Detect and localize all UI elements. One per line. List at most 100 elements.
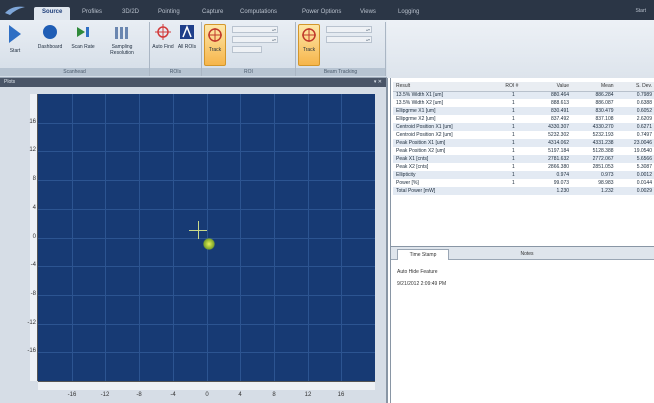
value-cell: 888.613 bbox=[527, 99, 573, 107]
track-label-beam: Track bbox=[302, 47, 316, 53]
target-icon bbox=[208, 28, 222, 42]
gridline-horizontal bbox=[38, 123, 375, 124]
table-row[interactable]: Centroid Position X2 [um] 1 5232.302 5232.1… bbox=[393, 131, 654, 139]
mean-cell: 1.232 bbox=[572, 187, 617, 195]
dashboard-button[interactable]: Dashboard bbox=[32, 24, 68, 50]
table-row[interactable]: Peak Position X1 [um] 1 4314.062 4331.238 23… bbox=[393, 139, 654, 147]
mean-cell: 886.284 bbox=[572, 91, 617, 99]
table-row[interactable]: Ellipgrme X2 [um] 1 837.492 837.108 2.6209 bbox=[393, 115, 654, 123]
ribbon: Start Dashboard Scan Rate Sampling Resol… bbox=[0, 20, 654, 78]
start-button[interactable]: Start bbox=[2, 24, 28, 54]
ribbon-group-beam-tracking: Track ▴▾ ▴▾ Beam Tracking bbox=[296, 22, 386, 76]
y-tick-label: -4 bbox=[30, 262, 36, 268]
roi-cell bbox=[499, 187, 528, 195]
beam-profile-plot[interactable] bbox=[38, 94, 375, 381]
table-row[interactable]: 13.5% Width X2 [um] 1 888.613 886.087 0.6388 bbox=[393, 99, 654, 107]
auto-find-button[interactable]: Auto Find bbox=[152, 24, 174, 50]
y-tick-label: 8 bbox=[32, 176, 36, 182]
result-name-cell: Ellipticity bbox=[393, 171, 500, 179]
play-icon bbox=[9, 25, 21, 43]
roi-spinner-3[interactable] bbox=[232, 46, 262, 53]
value-cell: 0.974 bbox=[527, 171, 573, 179]
result-name-cell: Ellipgrme X1 [um] bbox=[393, 107, 500, 115]
table-row[interactable]: 13.5% Width X1 [um] 1 880.464 886.284 0.7989 bbox=[393, 91, 654, 99]
col-mean[interactable]: Mean bbox=[572, 82, 617, 92]
dashboard-icon bbox=[43, 25, 57, 39]
roi-spinner-1[interactable]: ▴▾ bbox=[232, 26, 278, 33]
sdev-cell: 5.3087 bbox=[616, 163, 654, 171]
tab-source[interactable]: Source bbox=[34, 7, 71, 20]
table-row[interactable]: Ellipticity 1 0.974 0.973 0.0012 bbox=[393, 171, 654, 179]
table-row[interactable]: Power [%] 1 99.073 98.983 0.0144 bbox=[393, 179, 654, 187]
roi-cell: 1 bbox=[499, 91, 528, 99]
sdev-cell: 23.0046 bbox=[616, 139, 654, 147]
col-result[interactable]: Result bbox=[393, 82, 500, 92]
y-tick-label: 12 bbox=[29, 147, 36, 153]
tab-time-stamp[interactable]: Time Stamp bbox=[397, 249, 449, 260]
x-tick-label: 8 bbox=[272, 392, 276, 398]
tab-pointing[interactable]: Pointing bbox=[158, 9, 180, 15]
value-cell: 830.491 bbox=[527, 107, 573, 115]
scan-rate-button[interactable]: Scan Rate bbox=[70, 24, 96, 50]
x-tick-label: 4 bbox=[238, 392, 242, 398]
all-rois-button[interactable]: All ROIs bbox=[176, 24, 198, 50]
x-tick-label: 16 bbox=[337, 392, 345, 398]
roi-cell: 1 bbox=[499, 163, 528, 171]
x-tick-label: 12 bbox=[304, 392, 312, 398]
col-value[interactable]: Value bbox=[527, 82, 573, 92]
ribbon-group-rois: Auto Find All ROIs ROIs bbox=[150, 22, 202, 76]
table-row[interactable]: Peak X2 [cnts] 1 2866.380 2851.053 5.3087 bbox=[393, 163, 654, 171]
table-row[interactable]: Ellipgrme X1 [um] 1 830.491 830.479 0.6052 bbox=[393, 107, 654, 115]
table-row[interactable]: Peak X1 [cnts] 1 2781.632 2772.067 5.6566 bbox=[393, 155, 654, 163]
dashboard-button-label: Dashboard bbox=[37, 44, 63, 50]
beam-spinner-2[interactable]: ▴▾ bbox=[326, 36, 372, 43]
tab-profiles[interactable]: Profiles bbox=[82, 9, 103, 15]
tab-computations[interactable]: Computations bbox=[240, 9, 278, 15]
sampling-resolution-button[interactable]: Sampling Resolution bbox=[100, 24, 144, 56]
result-name-cell: Power [%] bbox=[393, 179, 500, 187]
gridline-vertical bbox=[173, 94, 174, 381]
result-name-cell: Peak Position X1 [um] bbox=[393, 139, 500, 147]
sdev-cell: 0.7497 bbox=[616, 131, 654, 139]
track-button-beam[interactable]: Track bbox=[298, 24, 320, 66]
col-sdev[interactable]: S. Dev. bbox=[616, 82, 654, 92]
tab-power-options[interactable]: Power Options bbox=[302, 9, 342, 15]
ribbon-group-scanhead: Start Dashboard Scan Rate Sampling Resol… bbox=[0, 22, 150, 76]
tab-notes[interactable]: Notes bbox=[520, 251, 534, 257]
track-button-roi[interactable]: Track bbox=[204, 24, 226, 66]
panel-close-icon[interactable]: ▾ ✕ bbox=[373, 79, 382, 85]
spinner-arrows-icon: ▴▾ bbox=[365, 37, 370, 42]
mean-cell: 2772.067 bbox=[572, 155, 617, 163]
note-line-2: 9/21/2012 2:09:49 PM bbox=[397, 281, 447, 287]
beam-tracking-group-label: Beam Tracking bbox=[296, 68, 385, 76]
y-axis-ruler bbox=[30, 94, 38, 381]
sdev-cell: 0.7989 bbox=[616, 91, 654, 99]
col-roi[interactable]: ROI # bbox=[499, 82, 528, 92]
all-rois-label: All ROIs bbox=[177, 44, 197, 50]
roi-spinner-2[interactable]: ▴▾ bbox=[232, 36, 278, 43]
beam-spinner-1[interactable]: ▴▾ bbox=[326, 26, 372, 33]
table-row[interactable]: Centroid Position X1 [um] 1 4330.307 4330.2… bbox=[393, 123, 654, 131]
result-name-cell: Peak X1 [cnts] bbox=[393, 155, 500, 163]
results-header-row: Result ROI # Value Mean S. Dev. bbox=[393, 82, 654, 92]
table-row[interactable]: Peak Position X2 [um] 1 5197.184 5128.388 19… bbox=[393, 147, 654, 155]
auto-find-icon bbox=[155, 24, 171, 40]
sdev-cell: 19.0540 bbox=[616, 147, 654, 155]
result-name-cell: 13.5% Width X1 [um] bbox=[393, 91, 500, 99]
table-row[interactable]: Total Power [mW] 1.230 1.232 0.0029 bbox=[393, 187, 654, 195]
gridline-horizontal bbox=[38, 180, 375, 181]
tab-views[interactable]: Views bbox=[360, 9, 376, 15]
ribbon-group-roi: Track ▴▾ ▴▾ ROI bbox=[202, 22, 296, 76]
mean-cell: 4331.238 bbox=[572, 139, 617, 147]
scanhead-group-label: Scanhead bbox=[0, 68, 149, 76]
tab-3d-2d[interactable]: 3D/2D bbox=[122, 9, 140, 15]
gridline-horizontal bbox=[38, 352, 375, 353]
sdev-cell: 0.6052 bbox=[616, 107, 654, 115]
roi-cell: 1 bbox=[499, 147, 528, 155]
results-table: Result ROI # Value Mean S. Dev. 13.5% Wi… bbox=[393, 82, 654, 195]
mean-cell: 5128.388 bbox=[572, 147, 617, 155]
gridline-horizontal bbox=[38, 266, 375, 267]
tab-capture[interactable]: Capture bbox=[202, 9, 224, 15]
app-logo-icon[interactable] bbox=[4, 4, 26, 16]
tab-logging[interactable]: Logging bbox=[398, 9, 420, 15]
